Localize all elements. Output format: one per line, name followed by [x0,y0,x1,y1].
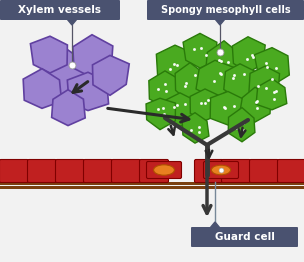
Polygon shape [206,41,243,84]
Polygon shape [183,33,217,68]
Polygon shape [249,66,279,100]
FancyBboxPatch shape [27,160,57,183]
Ellipse shape [211,165,231,175]
FancyBboxPatch shape [147,0,304,20]
FancyBboxPatch shape [250,160,278,183]
FancyBboxPatch shape [84,160,112,183]
Polygon shape [175,63,207,103]
FancyBboxPatch shape [0,0,120,20]
FancyBboxPatch shape [112,160,140,183]
FancyBboxPatch shape [191,227,298,247]
FancyBboxPatch shape [56,160,85,183]
Polygon shape [196,60,233,99]
Polygon shape [210,91,244,125]
Polygon shape [256,79,287,110]
Polygon shape [164,93,196,127]
Text: Spongy mesophyll cells: Spongy mesophyll cells [161,5,290,15]
Polygon shape [92,55,129,95]
Polygon shape [43,48,86,101]
FancyBboxPatch shape [195,160,223,183]
Polygon shape [73,35,113,78]
Polygon shape [156,45,195,85]
Polygon shape [215,19,225,25]
Polygon shape [224,64,257,100]
Polygon shape [254,48,289,86]
Bar [0,186,304,188]
Ellipse shape [154,165,174,175]
Polygon shape [232,37,265,73]
Polygon shape [240,87,271,122]
FancyBboxPatch shape [222,160,250,183]
FancyBboxPatch shape [278,160,304,183]
Polygon shape [67,72,109,111]
FancyBboxPatch shape [147,161,181,178]
FancyBboxPatch shape [140,160,168,183]
Text: Guard cell: Guard cell [215,232,275,242]
FancyBboxPatch shape [0,160,29,183]
FancyBboxPatch shape [203,161,239,178]
Polygon shape [52,90,85,125]
Polygon shape [228,108,255,142]
Polygon shape [190,89,221,121]
Polygon shape [182,113,209,143]
Polygon shape [23,69,62,108]
Polygon shape [30,36,67,73]
Polygon shape [146,98,175,130]
Polygon shape [149,71,181,107]
Text: Xylem vessels: Xylem vessels [19,5,102,15]
Bar [0,182,304,185]
Polygon shape [210,222,220,228]
Polygon shape [67,19,77,25]
